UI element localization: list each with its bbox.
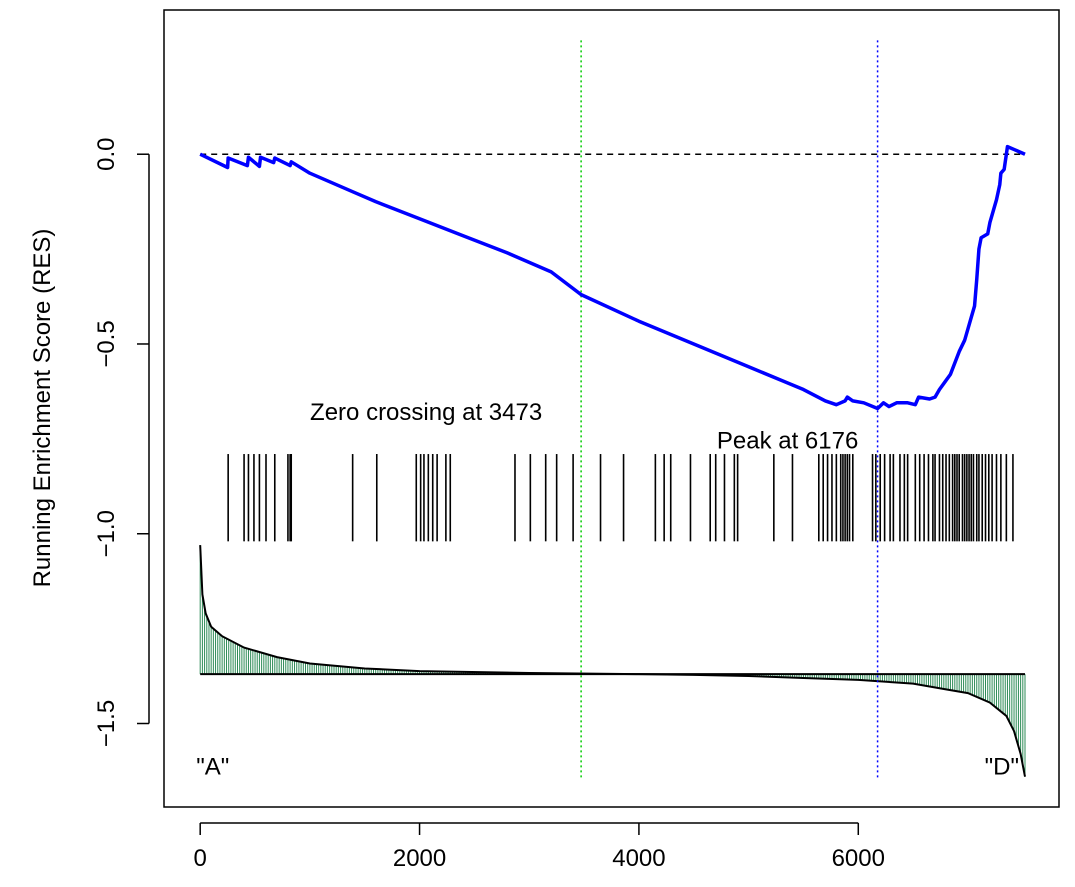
y-tick-label: −0.5 [93,320,120,367]
corner-label-left: "A" [196,754,229,781]
running-score-line [199,144,1026,411]
annotation-layer: Running Enrichment Score (RES) Zero cros… [29,229,1019,781]
x-tick-label: 4000 [612,845,665,872]
y-tick-label: −1.0 [93,510,120,557]
y-axis-label: Running Enrichment Score (RES) [29,229,56,588]
running-score-layer [199,144,1026,411]
corner-label-right: "D" [985,754,1019,781]
hits-layer [227,454,1014,542]
y-tick-label: −1.5 [93,700,120,747]
marker-lines-layer [200,40,1025,781]
x-tick-label: 2000 [393,845,446,872]
peak-label: Peak at 6176 [717,427,858,454]
ranked-metric-layer [199,545,1026,777]
y-tick-label: 0.0 [93,138,120,171]
x-tick-label: 0 [194,845,207,872]
ranked-metric-curve [199,545,1026,777]
axes-layer: 0 2000 4000 6000 0.0 −0.5 −1.0 −1.5 [93,138,885,872]
plot-frame [163,9,1060,808]
zero-crossing-label: Zero crossing at 3473 [310,399,542,426]
x-tick-label: 6000 [832,845,885,872]
